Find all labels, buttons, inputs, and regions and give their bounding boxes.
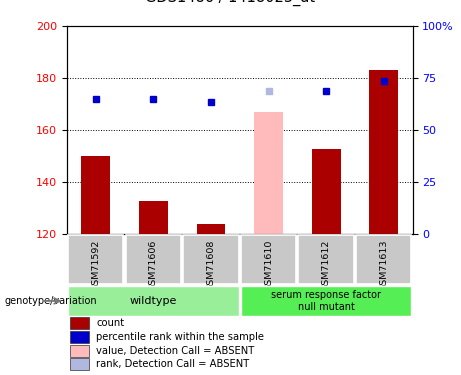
- Text: GSM71592: GSM71592: [91, 240, 100, 291]
- Bar: [70, 331, 89, 343]
- Text: value, Detection Call = ABSENT: value, Detection Call = ABSENT: [96, 346, 254, 355]
- Bar: [68, 236, 123, 284]
- Text: GDS1486 / 1418023_at: GDS1486 / 1418023_at: [145, 0, 316, 6]
- Bar: [139, 201, 168, 234]
- Bar: [254, 112, 283, 234]
- Text: GSM71606: GSM71606: [149, 240, 158, 291]
- Bar: [125, 236, 181, 284]
- Bar: [81, 156, 110, 234]
- Text: serum response factor
null mutant: serum response factor null mutant: [271, 290, 381, 312]
- Text: rank, Detection Call = ABSENT: rank, Detection Call = ABSENT: [96, 359, 249, 369]
- Bar: [70, 358, 89, 370]
- Bar: [299, 236, 354, 284]
- Bar: [70, 345, 89, 357]
- Bar: [183, 236, 239, 284]
- Bar: [70, 317, 89, 329]
- Text: wildtype: wildtype: [130, 296, 177, 306]
- Bar: [68, 286, 239, 316]
- Bar: [312, 148, 341, 234]
- Text: count: count: [96, 318, 124, 328]
- Bar: [356, 236, 411, 284]
- Bar: [196, 224, 225, 234]
- Bar: [241, 236, 296, 284]
- Text: GSM71610: GSM71610: [264, 240, 273, 291]
- Text: GSM71608: GSM71608: [207, 240, 215, 291]
- Text: genotype/variation: genotype/variation: [5, 296, 97, 306]
- Text: percentile rank within the sample: percentile rank within the sample: [96, 332, 264, 342]
- Text: GSM71613: GSM71613: [379, 240, 388, 291]
- Text: GSM71612: GSM71612: [322, 240, 331, 291]
- Bar: [369, 70, 398, 234]
- Bar: [241, 286, 412, 316]
